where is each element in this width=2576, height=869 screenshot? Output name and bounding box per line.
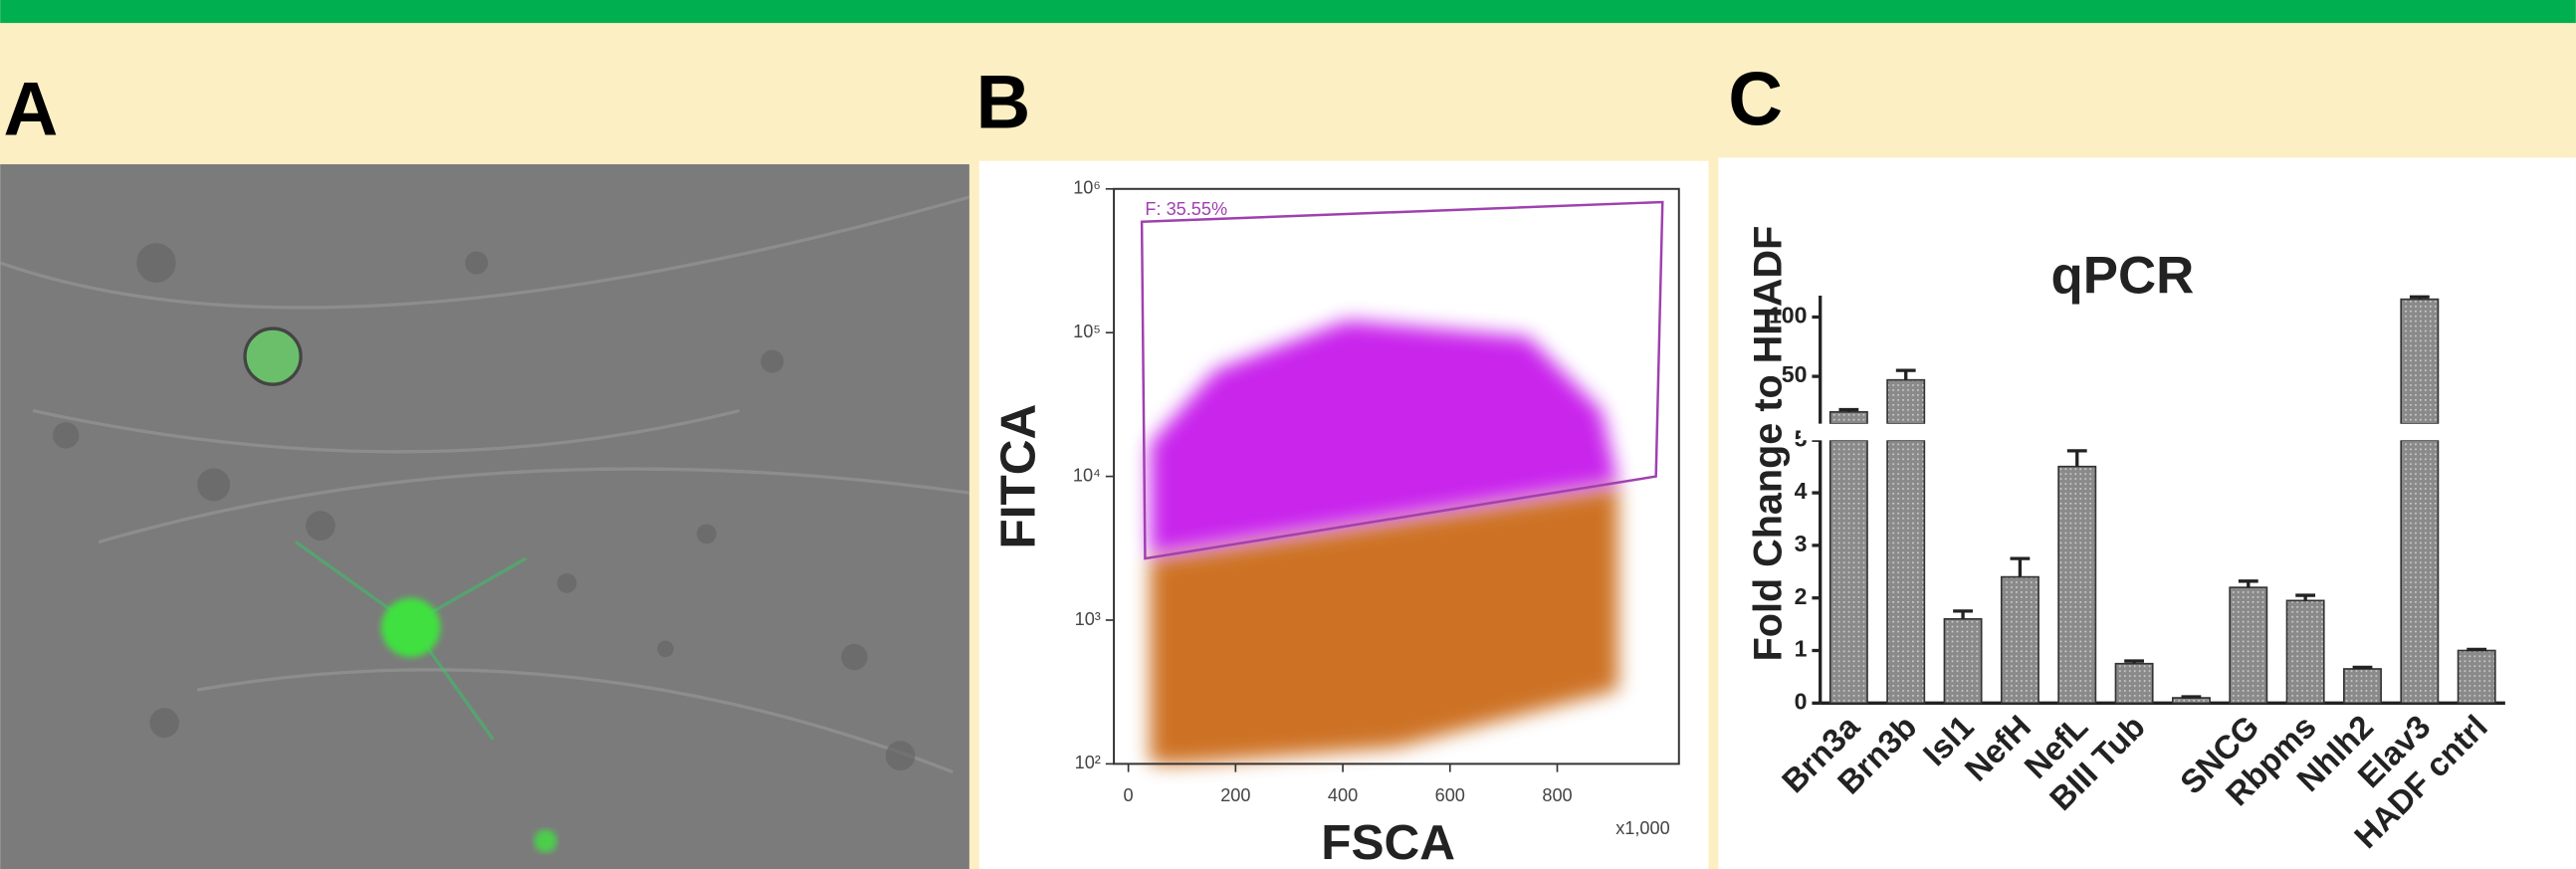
bar xyxy=(2400,439,2440,705)
y-tick-label: 2 xyxy=(1795,583,1808,609)
y-tick-label: 10⁵ xyxy=(1073,322,1101,341)
bar xyxy=(2057,465,2097,705)
bar xyxy=(1943,618,1983,705)
y-tick-label: 100 xyxy=(1769,303,1808,328)
x-tick-label: 600 xyxy=(1435,785,1465,805)
panel-label: C xyxy=(1728,57,1783,141)
x-unit-label: x1,000 xyxy=(1615,818,1669,838)
event-cloud xyxy=(1150,320,1618,764)
micrograph xyxy=(0,164,970,869)
x-tick-label: 800 xyxy=(1542,785,1572,805)
bar xyxy=(2343,668,2382,705)
gate-label: F: 35.55% xyxy=(1145,199,1227,219)
bar xyxy=(1886,378,1926,425)
y-tick-label: 50 xyxy=(1782,361,1808,387)
x-axis-label: FSCA xyxy=(1321,815,1455,869)
x-tick-label: 0 xyxy=(1124,785,1134,805)
bar xyxy=(2000,575,2039,705)
bar xyxy=(2114,662,2154,705)
y-axis-label: FITCA xyxy=(991,404,1046,549)
bar xyxy=(2171,697,2211,705)
y-tick-label: 10⁶ xyxy=(1073,178,1101,198)
y-tick-label: 4 xyxy=(1795,478,1808,504)
x-tick-label: 400 xyxy=(1328,785,1358,805)
bar xyxy=(1828,439,1868,705)
y-tick-label: 1 xyxy=(1795,636,1808,662)
panel-label: A xyxy=(3,67,58,151)
bar xyxy=(1828,411,1868,425)
bar xyxy=(2285,599,2325,705)
chart-title: qPCR xyxy=(2050,247,2194,306)
bar xyxy=(2229,586,2268,705)
bar xyxy=(1886,439,1926,705)
bar xyxy=(2457,649,2496,705)
panel-label: B xyxy=(975,61,1030,145)
gate xyxy=(1140,200,1664,560)
axis-break xyxy=(1800,423,2505,441)
y-tick-label: 10² xyxy=(1075,753,1101,772)
y-tick-label: 3 xyxy=(1795,531,1808,556)
y-tick-label: 10³ xyxy=(1075,609,1101,629)
bar xyxy=(2400,298,2440,425)
y-tick-label: 0 xyxy=(1795,688,1808,714)
y-axis-label: Fold Change to HHADF xyxy=(1747,226,1791,662)
y-tick-label: 10⁴ xyxy=(1073,465,1101,485)
x-tick-label: 200 xyxy=(1220,785,1250,805)
top-bar xyxy=(0,0,2576,24)
